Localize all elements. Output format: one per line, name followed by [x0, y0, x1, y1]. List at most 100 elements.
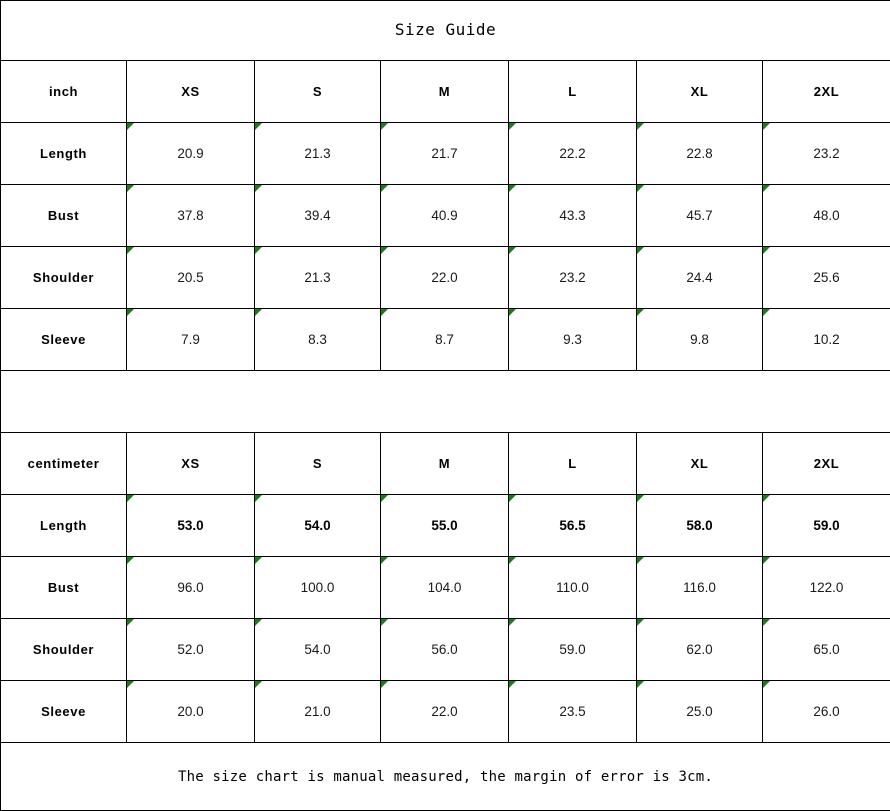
measurement-value-cell: 22.0	[381, 681, 509, 743]
measurement-value: 22.8	[686, 146, 712, 161]
green-triangle-icon	[381, 309, 388, 316]
size-column-header-S: S	[255, 433, 381, 495]
size-column-header-XL: XL	[637, 433, 763, 495]
measurement-value: 54.0	[304, 518, 330, 533]
measurement-value-cell: 96.0	[127, 557, 255, 619]
green-triangle-icon	[381, 495, 388, 502]
size-column-header-XL: XL	[637, 61, 763, 123]
green-triangle-icon	[509, 247, 516, 254]
measurement-value: 7.9	[181, 332, 200, 347]
green-triangle-icon	[255, 123, 262, 130]
page-title-cell: Size Guide	[1, 1, 890, 61]
green-triangle-icon	[763, 247, 770, 254]
measurement-value-cell: 110.0	[509, 557, 637, 619]
measurement-value: 56.5	[559, 518, 585, 533]
measurement-value: 21.7	[431, 146, 457, 161]
green-triangle-icon	[637, 557, 644, 564]
measurement-value: 37.8	[177, 208, 203, 223]
measurement-value: 22.0	[431, 704, 457, 719]
measurement-value-cell: 21.3	[255, 247, 381, 309]
measurement-value-cell: 7.9	[127, 309, 255, 371]
unit-label: inch	[49, 84, 78, 99]
measurement-value-cell: 25.0	[637, 681, 763, 743]
measurement-label-cell: Sleeve	[1, 309, 127, 371]
measurement-value: 20.5	[177, 270, 203, 285]
size-column-header-L: L	[509, 433, 637, 495]
measurement-value: 53.0	[177, 518, 203, 533]
measurement-value-cell: 116.0	[637, 557, 763, 619]
measurement-label-cell: Length	[1, 495, 127, 557]
size-column-label: XL	[691, 84, 709, 99]
measurement-value-cell: 24.4	[637, 247, 763, 309]
green-triangle-icon	[509, 495, 516, 502]
measurement-value: 65.0	[813, 642, 839, 657]
green-triangle-icon	[255, 309, 262, 316]
measurement-value: 24.4	[686, 270, 712, 285]
measurement-value-cell: 25.6	[763, 247, 890, 309]
size-column-label: L	[568, 456, 577, 471]
measurement-label: Shoulder	[33, 270, 94, 285]
measurement-value: 26.0	[813, 704, 839, 719]
measurement-value-cell: 59.0	[763, 495, 890, 557]
footer-row: The size chart is manual measured, the m…	[1, 743, 890, 811]
size-column-header-M: M	[381, 433, 509, 495]
green-triangle-icon	[509, 309, 516, 316]
measurement-value: 59.0	[559, 642, 585, 657]
measurement-value: 48.0	[813, 208, 839, 223]
measurement-value: 21.3	[304, 270, 330, 285]
measurement-value: 23.2	[813, 146, 839, 161]
green-triangle-icon	[255, 495, 262, 502]
green-triangle-icon	[637, 495, 644, 502]
measurement-label: Bust	[48, 208, 79, 223]
measurement-value: 122.0	[810, 580, 844, 595]
green-triangle-icon	[127, 185, 134, 192]
size-column-header-XS: XS	[127, 61, 255, 123]
unit-label: centimeter	[28, 456, 100, 471]
green-triangle-icon	[637, 681, 644, 688]
table-spacer-cell	[1, 371, 890, 433]
measurement-value: 45.7	[686, 208, 712, 223]
measurement-value: 9.3	[563, 332, 582, 347]
size-column-header-2XL: 2XL	[763, 433, 890, 495]
measurement-value: 8.3	[308, 332, 327, 347]
measurement-value: 22.0	[431, 270, 457, 285]
measurement-value-cell: 8.3	[255, 309, 381, 371]
green-triangle-icon	[255, 619, 262, 626]
size-column-header-2XL: 2XL	[763, 61, 890, 123]
green-triangle-icon	[381, 619, 388, 626]
unit-header-cell: inch	[1, 61, 127, 123]
green-triangle-icon	[381, 681, 388, 688]
measurement-value: 40.9	[431, 208, 457, 223]
size-column-label: S	[313, 456, 322, 471]
green-triangle-icon	[127, 557, 134, 564]
measurement-value-cell: 62.0	[637, 619, 763, 681]
green-triangle-icon	[637, 309, 644, 316]
size-column-label: M	[439, 84, 450, 99]
measurement-value: 25.6	[813, 270, 839, 285]
measurement-value: 54.0	[304, 642, 330, 657]
measurement-value: 20.9	[177, 146, 203, 161]
measurement-label: Sleeve	[41, 704, 86, 719]
measurement-value-cell: 20.5	[127, 247, 255, 309]
measurement-value-cell: 8.7	[381, 309, 509, 371]
measurement-value: 100.0	[301, 580, 335, 595]
measurement-value-cell: 40.9	[381, 185, 509, 247]
green-triangle-icon	[381, 185, 388, 192]
green-triangle-icon	[637, 247, 644, 254]
green-triangle-icon	[763, 309, 770, 316]
measurement-value: 10.2	[813, 332, 839, 347]
measurement-label: Length	[40, 146, 87, 161]
measurement-value: 116.0	[683, 580, 716, 595]
green-triangle-icon	[381, 123, 388, 130]
green-triangle-icon	[637, 619, 644, 626]
page-title: Size Guide	[395, 20, 496, 39]
measurement-value: 96.0	[177, 580, 203, 595]
green-triangle-icon	[127, 309, 134, 316]
measurement-label-cell: Shoulder	[1, 619, 127, 681]
size-column-label: XS	[181, 456, 200, 471]
green-triangle-icon	[127, 495, 134, 502]
size-column-label: S	[313, 84, 322, 99]
size-column-label: 2XL	[814, 456, 840, 471]
